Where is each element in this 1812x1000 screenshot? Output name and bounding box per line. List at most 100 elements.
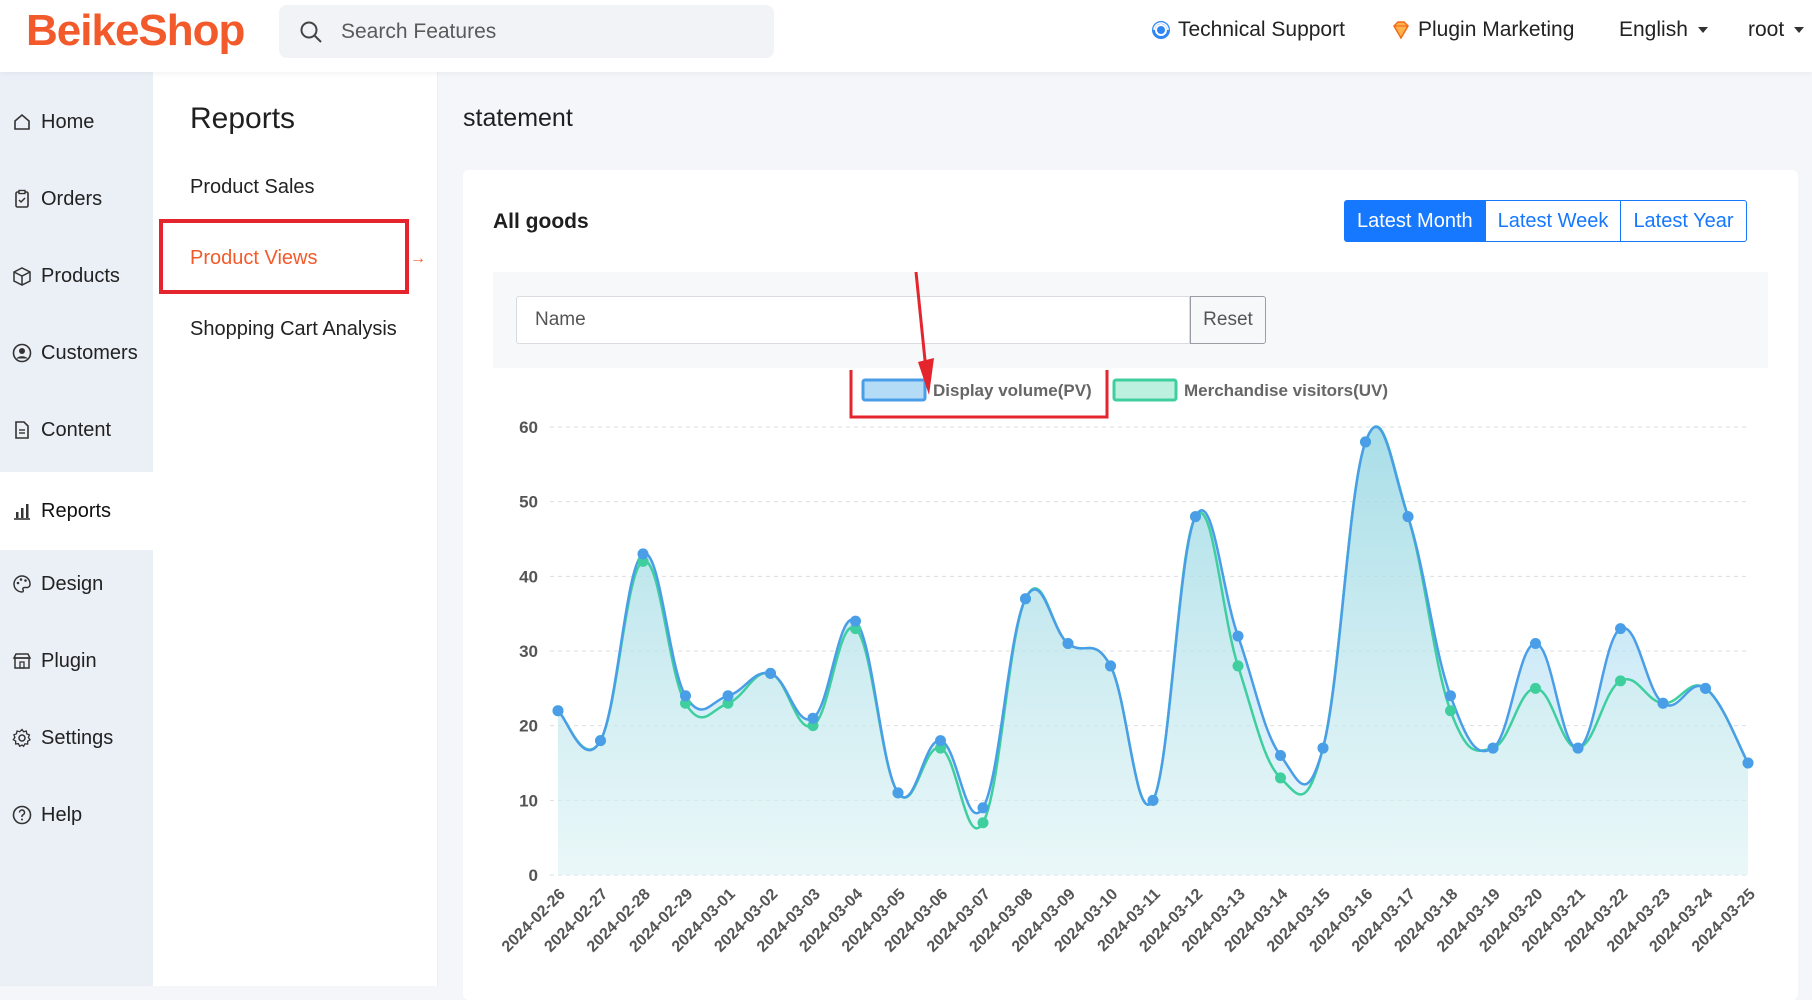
data-point (1742, 757, 1754, 769)
data-point (1147, 794, 1159, 806)
sidebar-item-content[interactable]: Content (0, 398, 153, 462)
data-point (1317, 742, 1329, 754)
arrow-right-icon: → (410, 250, 426, 267)
sidebar-item-customers[interactable]: Customers (0, 321, 153, 385)
subnav-item-shopping-cart-analysis[interactable]: Shopping Cart Analysis (190, 318, 397, 340)
data-point (1700, 682, 1711, 694)
page-title: statement (463, 104, 573, 132)
y-tick-label: 30 (519, 642, 538, 661)
sidebar-item-home[interactable]: Home (0, 90, 153, 154)
sidebar-item-products[interactable]: Products (0, 244, 153, 308)
data-point (1445, 705, 1456, 717)
sidebar-item-label: Orders (41, 187, 103, 210)
data-point (892, 787, 904, 799)
technical-support-label: Technical Support (1178, 18, 1345, 41)
latest-year-button[interactable]: Latest Year (1620, 200, 1747, 242)
chevron-down-icon (1794, 27, 1805, 33)
data-point (1275, 772, 1286, 784)
data-point (1062, 638, 1074, 650)
name-filter-input[interactable] (516, 296, 1190, 344)
plugin-marketing-label: Plugin Marketing (1418, 18, 1575, 41)
data-point (1275, 750, 1286, 762)
user-dropdown[interactable]: root (1748, 18, 1805, 42)
data-point (1530, 682, 1541, 694)
sidebar-item-plugin[interactable]: Plugin (0, 629, 153, 693)
language-label: English (1619, 18, 1688, 41)
arrow-head (918, 358, 934, 395)
language-dropdown[interactable]: English (1619, 18, 1708, 42)
help-icon (12, 805, 32, 825)
data-point (977, 817, 989, 829)
data-point (1360, 436, 1371, 448)
sidebar-item-help[interactable]: Help (0, 783, 153, 847)
user-label: root (1748, 18, 1785, 41)
search-input[interactable] (341, 5, 761, 58)
data-point (765, 667, 776, 679)
y-tick-label: 60 (519, 418, 538, 437)
logo[interactable]: BeikeShop (26, 6, 245, 55)
data-point (1105, 660, 1116, 672)
data-point (1232, 630, 1244, 642)
data-point (1572, 742, 1584, 754)
legend-label: Merchandise visitors(UV) (1184, 381, 1388, 400)
reports-subnav: Reports Product Sales Product Views Shop… (153, 72, 438, 986)
search-icon (300, 21, 322, 43)
y-tick-label: 0 (529, 866, 538, 885)
store-icon (12, 653, 32, 669)
chevron-down-icon (1697, 27, 1708, 33)
data-point (935, 735, 946, 747)
box-icon (13, 267, 31, 286)
latest-month-button[interactable]: Latest Month (1344, 200, 1486, 242)
user-circle-icon (12, 343, 32, 363)
sidebar: Home Orders Products Customers Content R… (0, 72, 153, 986)
y-tick-label: 50 (519, 493, 538, 512)
sidebar-item-label: Home (41, 110, 95, 133)
data-point (1190, 511, 1201, 523)
filter-bar: Reset (493, 272, 1768, 368)
home-icon (14, 113, 30, 130)
sidebar-item-label: Content (41, 418, 112, 441)
data-point (1657, 697, 1669, 709)
sidebar-item-label: Settings (41, 726, 114, 749)
sidebar-item-label: Reports (41, 499, 112, 522)
data-point (722, 690, 734, 702)
data-point (977, 802, 989, 814)
subnav-title: Reports (190, 102, 296, 135)
data-point (850, 615, 861, 627)
reset-button[interactable]: Reset (1190, 296, 1266, 344)
data-point (1402, 511, 1414, 523)
sidebar-item-orders[interactable]: Orders (0, 167, 153, 231)
sidebar-item-design[interactable]: Design (0, 552, 153, 616)
data-point (680, 690, 691, 702)
sidebar-item-reports[interactable]: Reports (0, 472, 153, 550)
subnav-item-product-sales[interactable]: Product Sales (190, 176, 315, 198)
top-header: BeikeShop Technical Support Plugin Marke… (0, 0, 1812, 72)
data-point (1020, 593, 1031, 605)
latest-week-button[interactable]: Latest Week (1484, 200, 1622, 242)
technical-support-link[interactable]: Technical Support (1150, 18, 1345, 42)
data-point (552, 705, 564, 717)
annotation-arrow-icon (914, 271, 934, 395)
search-bar[interactable] (279, 5, 774, 58)
data-point (1615, 623, 1626, 635)
diamond-icon (1393, 21, 1409, 40)
y-tick-label: 20 (519, 717, 538, 736)
series-area-uv (558, 426, 1748, 875)
sidebar-item-settings[interactable]: Settings (0, 706, 153, 770)
plugin-marketing-link[interactable]: Plugin Marketing (1390, 18, 1574, 42)
data-point (1530, 638, 1541, 650)
gear-icon (12, 728, 31, 748)
data-point (1232, 660, 1244, 672)
clipboard-icon (15, 189, 29, 208)
bar-chart-icon (14, 504, 30, 520)
sidebar-item-label: Customers (41, 341, 138, 364)
legend-label: Display volume(PV) (933, 381, 1092, 400)
data-point (595, 735, 606, 747)
data-point (807, 712, 819, 724)
support-icon (1152, 21, 1170, 39)
sidebar-item-label: Help (41, 803, 83, 826)
subnav-item-product-views[interactable]: Product Views (190, 247, 318, 269)
highlight-box-product-views (159, 219, 409, 294)
views-chart: 01020304050602024-02-262024-02-272024-02… (499, 370, 1759, 956)
sidebar-item-label: Plugin (41, 649, 97, 672)
